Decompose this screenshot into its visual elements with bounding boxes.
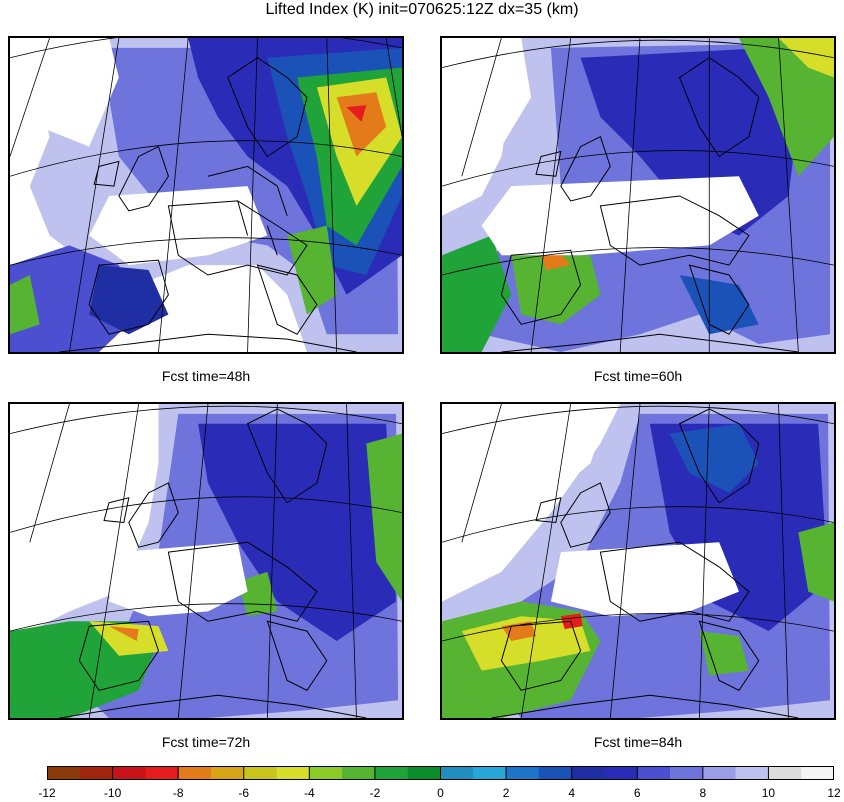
colorbar-tick-label: 4 (568, 786, 575, 800)
colorbar-swatch (407, 766, 441, 780)
panel-label-84h: Fcst time=84h (593, 734, 683, 750)
panel-label-48h: Fcst time=48h (161, 368, 251, 384)
colorbar (47, 766, 834, 780)
map-panel-48h (8, 36, 404, 354)
colorbar-swatch (440, 766, 474, 780)
colorbar-swatch (145, 766, 179, 780)
colorbar-swatch (342, 766, 376, 780)
colorbar-swatch (571, 766, 605, 780)
colorbar-swatch (637, 766, 671, 780)
lifted-index-map-48h (10, 38, 402, 352)
colorbar-tick-label: -6 (238, 786, 250, 800)
colorbar-tick-label: 6 (633, 786, 641, 800)
colorbar-swatch (178, 766, 212, 780)
lifted-index-map-60h (442, 38, 834, 352)
colorbar-swatch (702, 766, 737, 780)
panel-label-60h: Fcst time=60h (593, 368, 683, 384)
panel-label-72h: Fcst time=72h (161, 734, 251, 750)
colorbar-swatches (47, 766, 834, 780)
colorbar-swatch (538, 766, 573, 780)
map-panel-60h (440, 36, 836, 354)
colorbar-swatch (79, 766, 114, 780)
figure-title: Lifted Index (K) init=070625:12Z dx=35 (… (265, 1, 579, 18)
colorbar-swatch (47, 766, 81, 780)
colorbar-swatch (670, 766, 704, 780)
colorbar-tick-label: -2 (369, 786, 381, 800)
colorbar-tick-label: 0 (437, 786, 444, 800)
colorbar-swatch (735, 766, 769, 780)
colorbar-swatch (801, 766, 834, 780)
map-panel-72h (8, 402, 404, 720)
colorbar-swatch (768, 766, 802, 780)
colorbar-tick-label: 2 (502, 786, 510, 800)
colorbar-swatch (604, 766, 638, 780)
colorbar-tick-label: -12 (38, 786, 56, 800)
colorbar-swatch (210, 766, 245, 780)
colorbar-tick-label: -8 (172, 786, 184, 800)
colorbar-swatch (506, 766, 540, 780)
colorbar-swatch (276, 766, 310, 780)
colorbar-tick-label: -10 (103, 786, 122, 800)
colorbar-tick-label: 8 (699, 786, 707, 800)
lifted-index-map-72h (10, 404, 402, 718)
colorbar-swatch (243, 766, 278, 780)
map-panel-84h (440, 402, 836, 720)
colorbar-swatch (112, 766, 146, 780)
colorbar-tick-label: 12 (827, 786, 841, 800)
colorbar-tick-label: 10 (761, 786, 776, 800)
colorbar-tick-label: -4 (303, 786, 315, 800)
colorbar-swatch (374, 766, 409, 780)
lifted-index-map-84h (442, 404, 834, 718)
colorbar-swatch (473, 766, 507, 780)
colorbar-swatch (309, 766, 343, 780)
